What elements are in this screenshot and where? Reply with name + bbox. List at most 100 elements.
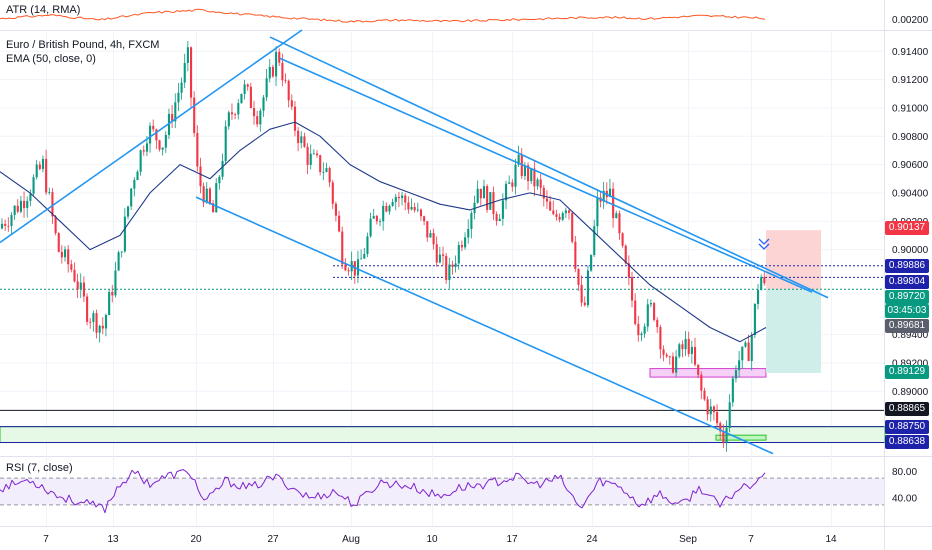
candle [697, 364, 700, 379]
candle [760, 274, 763, 291]
candle [60, 245, 63, 264]
candle [583, 296, 586, 307]
candle [457, 241, 460, 270]
candle [29, 189, 32, 207]
candle-body [419, 209, 423, 217]
candle-body [486, 186, 489, 210]
candle [104, 313, 108, 337]
candle [492, 186, 495, 221]
candle [10, 212, 13, 234]
candle-body [186, 47, 189, 63]
atr-tick-label: 0.00200 [892, 15, 929, 26]
candle-body [86, 296, 89, 322]
candle-body [89, 321, 92, 323]
candle [712, 405, 715, 421]
candle-body [634, 300, 637, 324]
candle-body [234, 114, 237, 116]
candle [678, 342, 681, 359]
candle-body [435, 244, 438, 263]
price-tick-label: 0.91400 [892, 47, 929, 58]
candle-body [571, 212, 574, 242]
candle-body [716, 412, 719, 424]
candle [101, 317, 104, 335]
candle [133, 177, 136, 197]
candle [734, 365, 738, 383]
candle [671, 352, 675, 374]
candle-body [199, 166, 202, 187]
candle [79, 273, 82, 299]
rsi-legend[interactable]: RSI (7, close) [6, 462, 73, 474]
candle-body [152, 125, 155, 130]
price-tick-label: 0.90600 [892, 160, 929, 171]
candle-body [64, 249, 67, 258]
ema-line [0, 121, 767, 343]
time-tick-label: 13 [107, 534, 119, 545]
candle [262, 95, 265, 117]
candle-body [694, 347, 697, 365]
candle [7, 217, 10, 232]
candle [634, 293, 637, 326]
candle [643, 323, 646, 338]
candle-body [448, 264, 451, 281]
candle-body [637, 323, 640, 336]
candle [653, 301, 656, 322]
candle-body [492, 192, 495, 215]
candle [82, 276, 85, 303]
candle-body [470, 213, 473, 229]
atr-legend[interactable]: ATR (14, RMA) [6, 4, 81, 16]
candle-body [501, 200, 504, 219]
candle-body [451, 264, 454, 267]
candle [224, 120, 227, 165]
candle [246, 83, 249, 91]
candle-body [67, 249, 70, 265]
candle [627, 255, 630, 286]
time-tick-label: 10 [426, 534, 438, 545]
candle [117, 250, 120, 271]
candle [706, 396, 709, 421]
candle [73, 262, 76, 283]
candle [306, 143, 309, 175]
candle [218, 174, 221, 190]
candle-body [498, 218, 501, 221]
candle-body [76, 281, 79, 290]
candle [530, 168, 533, 185]
candle-body [697, 364, 700, 375]
candle [659, 324, 662, 359]
candle [744, 340, 747, 348]
candle-body [709, 406, 712, 415]
stop-loss-zone [766, 230, 821, 290]
candle [577, 268, 580, 291]
candle-body [23, 200, 26, 209]
ema-legend[interactable]: EMA (50, close, 0) [6, 53, 96, 65]
candle-body [290, 100, 293, 107]
candle [571, 212, 574, 244]
candle [19, 196, 22, 214]
price-tick-label: 0.91000 [892, 103, 929, 114]
candle [451, 260, 454, 275]
candle-body [712, 406, 715, 413]
candle [489, 191, 492, 211]
candle-body [558, 216, 561, 220]
price-tick-label: 0.90000 [892, 245, 929, 256]
rsi-tick-label: 80.00 [892, 467, 917, 478]
candle-body [230, 112, 234, 115]
candle [369, 212, 372, 238]
candle-body [391, 202, 394, 206]
candle [372, 208, 375, 219]
channel-upper-line-1 [269, 36, 829, 299]
candle-body [416, 209, 419, 211]
candle-body [312, 153, 315, 155]
candle [549, 195, 552, 211]
candle [230, 103, 234, 120]
candle [76, 273, 79, 299]
candle-body [738, 360, 741, 371]
candle [111, 284, 114, 303]
chart-title[interactable]: Euro / British Pound, 4h, FXCM [6, 39, 160, 51]
rising-support-line [0, 29, 303, 244]
candle [293, 101, 297, 137]
candle [253, 100, 256, 125]
time-tick-label: 14 [825, 534, 837, 545]
grid-lines [0, 30, 884, 526]
take-profit-zone [766, 289, 821, 373]
